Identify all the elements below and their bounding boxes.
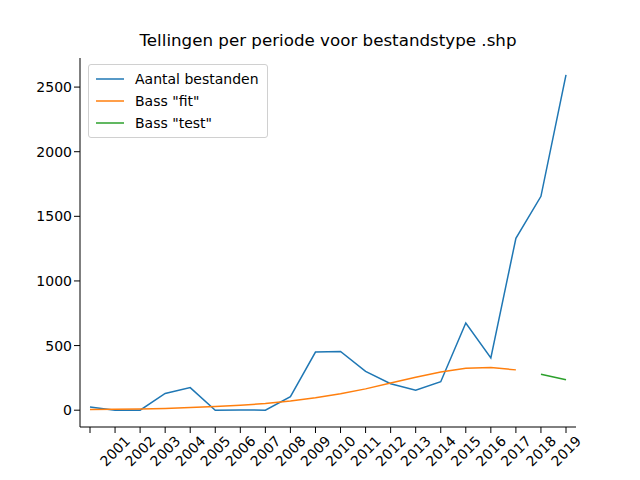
svg-text:2008: 2008 — [272, 432, 309, 470]
svg-text:2002: 2002 — [121, 432, 159, 470]
svg-text:2500: 2500 — [36, 79, 72, 95]
svg-text:2013: 2013 — [397, 432, 434, 470]
svg-text:2000: 2000 — [36, 144, 72, 160]
svg-text:2019: 2019 — [548, 433, 585, 470]
svg-text:2003: 2003 — [146, 432, 184, 470]
svg-text:0: 0 — [63, 402, 72, 418]
svg-text:2017: 2017 — [497, 432, 535, 470]
svg-text:500: 500 — [45, 338, 72, 354]
html-text:Bass "fit": Bass "fit" — [135, 93, 200, 109]
svg-text:2016: 2016 — [472, 432, 510, 470]
svg-text:2018: 2018 — [522, 432, 560, 470]
svg-text:2007: 2007 — [247, 432, 284, 470]
svg-text:2004: 2004 — [172, 432, 209, 470]
html-text:Bass "test": Bass "test" — [135, 115, 212, 131]
svg-text:2015: 2015 — [447, 432, 484, 470]
svg-text:2010: 2010 — [322, 432, 359, 470]
svg-text:2011: 2011 — [347, 432, 384, 470]
svg-text:2001: 2001 — [96, 432, 134, 470]
svg-text:2014: 2014 — [422, 432, 459, 470]
svg-text:2005: 2005 — [197, 432, 234, 470]
svg-text:1000: 1000 — [36, 273, 72, 289]
svg-text:2012: 2012 — [372, 432, 409, 470]
svg-text:2006: 2006 — [222, 432, 259, 470]
html-text:Aantal bestanden: Aantal bestanden — [135, 71, 259, 87]
svg-text:1500: 1500 — [36, 208, 72, 224]
html-text:Tellingen per periode voor bes: Tellingen per periode voor bestandstype … — [139, 30, 517, 50]
svg-text:2009: 2009 — [297, 432, 334, 470]
